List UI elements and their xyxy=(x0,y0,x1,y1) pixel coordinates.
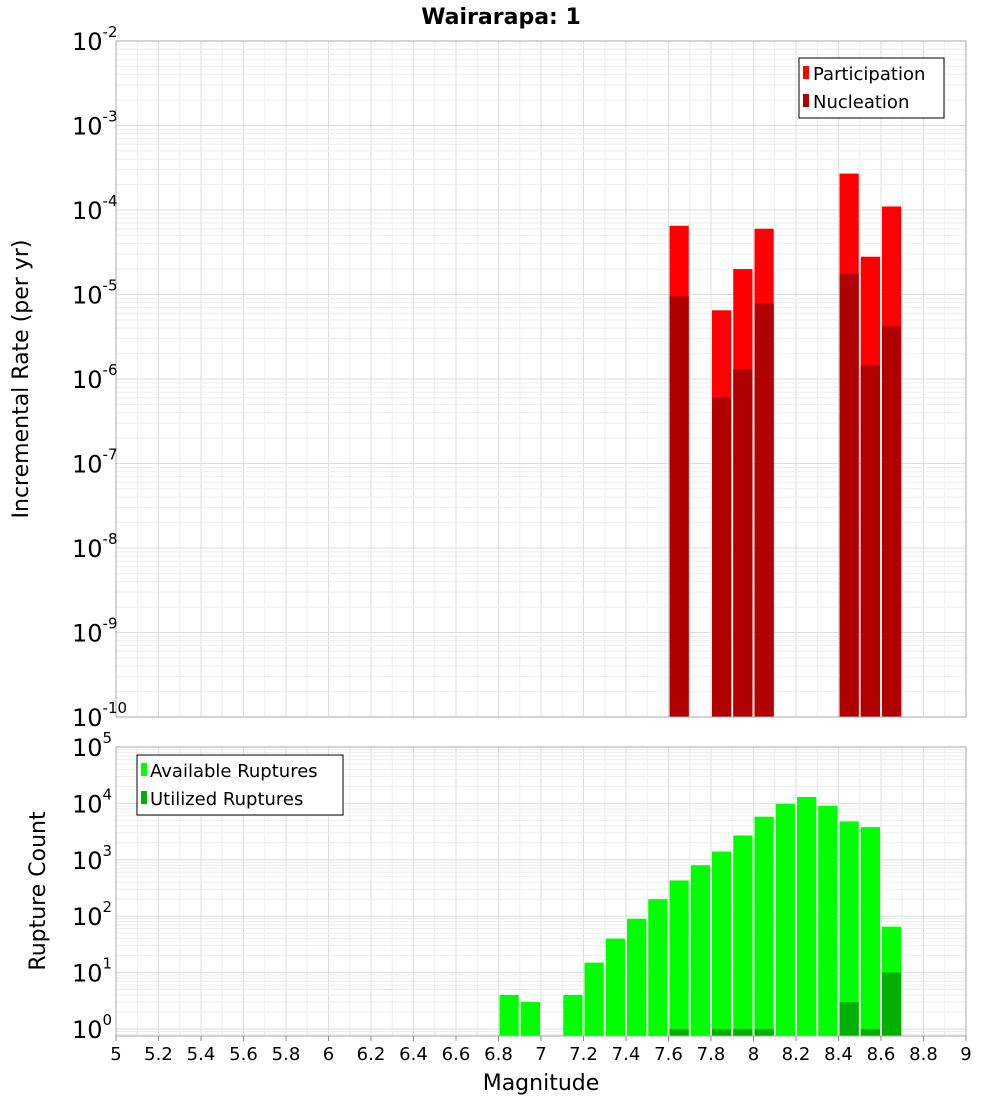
y-tick-label: 10-8 xyxy=(72,530,118,563)
top-grid xyxy=(115,40,967,718)
legend-nucleation-swatch xyxy=(803,94,809,107)
top-plot-frame xyxy=(115,40,967,718)
y-tick-label: 10-4 xyxy=(72,192,118,225)
available-ruptures-bar xyxy=(839,821,859,1036)
utilized-ruptures-bar xyxy=(882,972,902,1036)
legend-utilized-label: Utilized Ruptures xyxy=(150,789,303,810)
x-tick-label: 6 xyxy=(323,1044,334,1065)
utilized-ruptures-bar xyxy=(733,1028,753,1036)
legend-available-label: Available Ruptures xyxy=(150,761,318,782)
x-tick-label: 6.8 xyxy=(484,1044,513,1065)
nucleation-bar xyxy=(754,303,774,717)
y-tick-label: 105 xyxy=(72,729,112,762)
chart-title: Wairarapa: 1 xyxy=(421,5,581,30)
utilized-ruptures-bar xyxy=(712,1028,732,1036)
available-ruptures-bar xyxy=(733,835,753,1036)
x-tick-label: 5 xyxy=(110,1044,121,1065)
bottom-y-axis-label: Rupture Count xyxy=(26,811,51,971)
x-tick-label: 8.6 xyxy=(867,1044,896,1065)
x-tick-label: 7.6 xyxy=(654,1044,683,1065)
x-tick-label: 8.2 xyxy=(782,1044,811,1065)
available-ruptures-bar xyxy=(775,803,795,1036)
available-ruptures-bar xyxy=(648,899,668,1036)
x-tick-label: 7.4 xyxy=(612,1044,641,1065)
x-tick-label: 8.8 xyxy=(909,1044,938,1065)
top-y-ticks: 10-2 10-3 10-4 10-5 10-6 10-7 10-8 10-9 10-10 xyxy=(72,23,127,732)
nucleation-bar xyxy=(669,296,689,717)
utilized-ruptures-bar xyxy=(839,1002,859,1036)
y-tick-label: 104 xyxy=(72,785,112,818)
y-tick-label: 10-7 xyxy=(72,446,118,479)
utilized-ruptures-bar xyxy=(860,1028,880,1036)
bottom-y-ticks: 105 104 103 102 101 100 xyxy=(72,729,112,1044)
x-tick-label: 8 xyxy=(748,1044,759,1065)
nucleation-bar xyxy=(882,326,902,717)
y-tick-label: 10-9 xyxy=(72,615,118,648)
available-ruptures-bar xyxy=(499,995,519,1036)
legend-participation-label: Participation xyxy=(813,64,925,85)
x-ticks: 5 5.2 5.4 5.6 5.8 6 6.2 6.4 6.6 6.8 7 7.2 7.4 7.6 7.8 8… xyxy=(110,1036,972,1065)
available-ruptures-bar xyxy=(754,816,774,1036)
y-tick-label: 10-2 xyxy=(72,23,118,56)
bottom-legend-box xyxy=(136,754,344,816)
legend-participation-swatch xyxy=(803,66,809,79)
legend-available-swatch xyxy=(141,763,147,776)
bottom-bars xyxy=(499,796,902,1036)
available-ruptures-bar xyxy=(797,796,817,1036)
top-legend-box xyxy=(798,57,945,119)
y-tick-label: 103 xyxy=(72,842,112,875)
available-ruptures-bar xyxy=(520,1002,540,1036)
available-ruptures-bar xyxy=(818,805,838,1036)
legend-utilized-swatch xyxy=(141,791,147,804)
x-axis-label: Magnitude xyxy=(483,1071,600,1096)
x-tick-label: 5.6 xyxy=(229,1044,258,1065)
y-tick-label: 10-5 xyxy=(72,277,118,310)
y-tick-label: 101 xyxy=(72,955,112,988)
y-tick-label: 10-10 xyxy=(72,699,127,732)
top-legend: Participation Nucleation xyxy=(798,57,945,119)
nucleation-bar xyxy=(712,397,732,717)
utilized-ruptures-bar xyxy=(669,1028,689,1036)
nucleation-bar xyxy=(839,273,859,717)
available-ruptures-bar xyxy=(584,962,604,1036)
legend-nucleation-label: Nucleation xyxy=(813,92,909,113)
y-tick-label: 100 xyxy=(72,1011,112,1044)
top-y-axis-label: Incremental Rate (per yr) xyxy=(9,240,34,519)
available-ruptures-bar xyxy=(669,880,689,1036)
x-tick-label: 7 xyxy=(535,1044,546,1065)
x-tick-label: 6.6 xyxy=(442,1044,471,1065)
x-tick-label: 6.4 xyxy=(399,1044,428,1065)
available-ruptures-bar xyxy=(563,995,583,1036)
x-tick-label: 5.8 xyxy=(272,1044,301,1065)
nucleation-bar xyxy=(733,369,753,717)
y-tick-label: 102 xyxy=(72,898,112,931)
x-tick-label: 8.4 xyxy=(824,1044,853,1065)
y-tick-label: 10-3 xyxy=(72,108,118,141)
nucleation-bar xyxy=(860,365,880,717)
available-ruptures-bar xyxy=(627,918,647,1036)
x-tick-label: 7.8 xyxy=(697,1044,726,1065)
x-tick-label: 9 xyxy=(960,1044,971,1065)
x-tick-label: 7.2 xyxy=(569,1044,598,1065)
x-tick-label: 5.2 xyxy=(144,1044,173,1065)
x-tick-label: 6.2 xyxy=(357,1044,386,1065)
utilized-ruptures-bar xyxy=(754,1028,774,1036)
available-ruptures-bar xyxy=(860,827,880,1036)
available-ruptures-bar xyxy=(690,865,710,1036)
x-tick-label: 5.4 xyxy=(187,1044,216,1065)
available-ruptures-bar xyxy=(712,851,732,1036)
bottom-legend: Available Ruptures Utilized Ruptures xyxy=(136,754,344,816)
y-tick-label: 10-6 xyxy=(72,361,118,394)
available-ruptures-bar xyxy=(605,938,625,1036)
top-bars xyxy=(669,173,902,718)
